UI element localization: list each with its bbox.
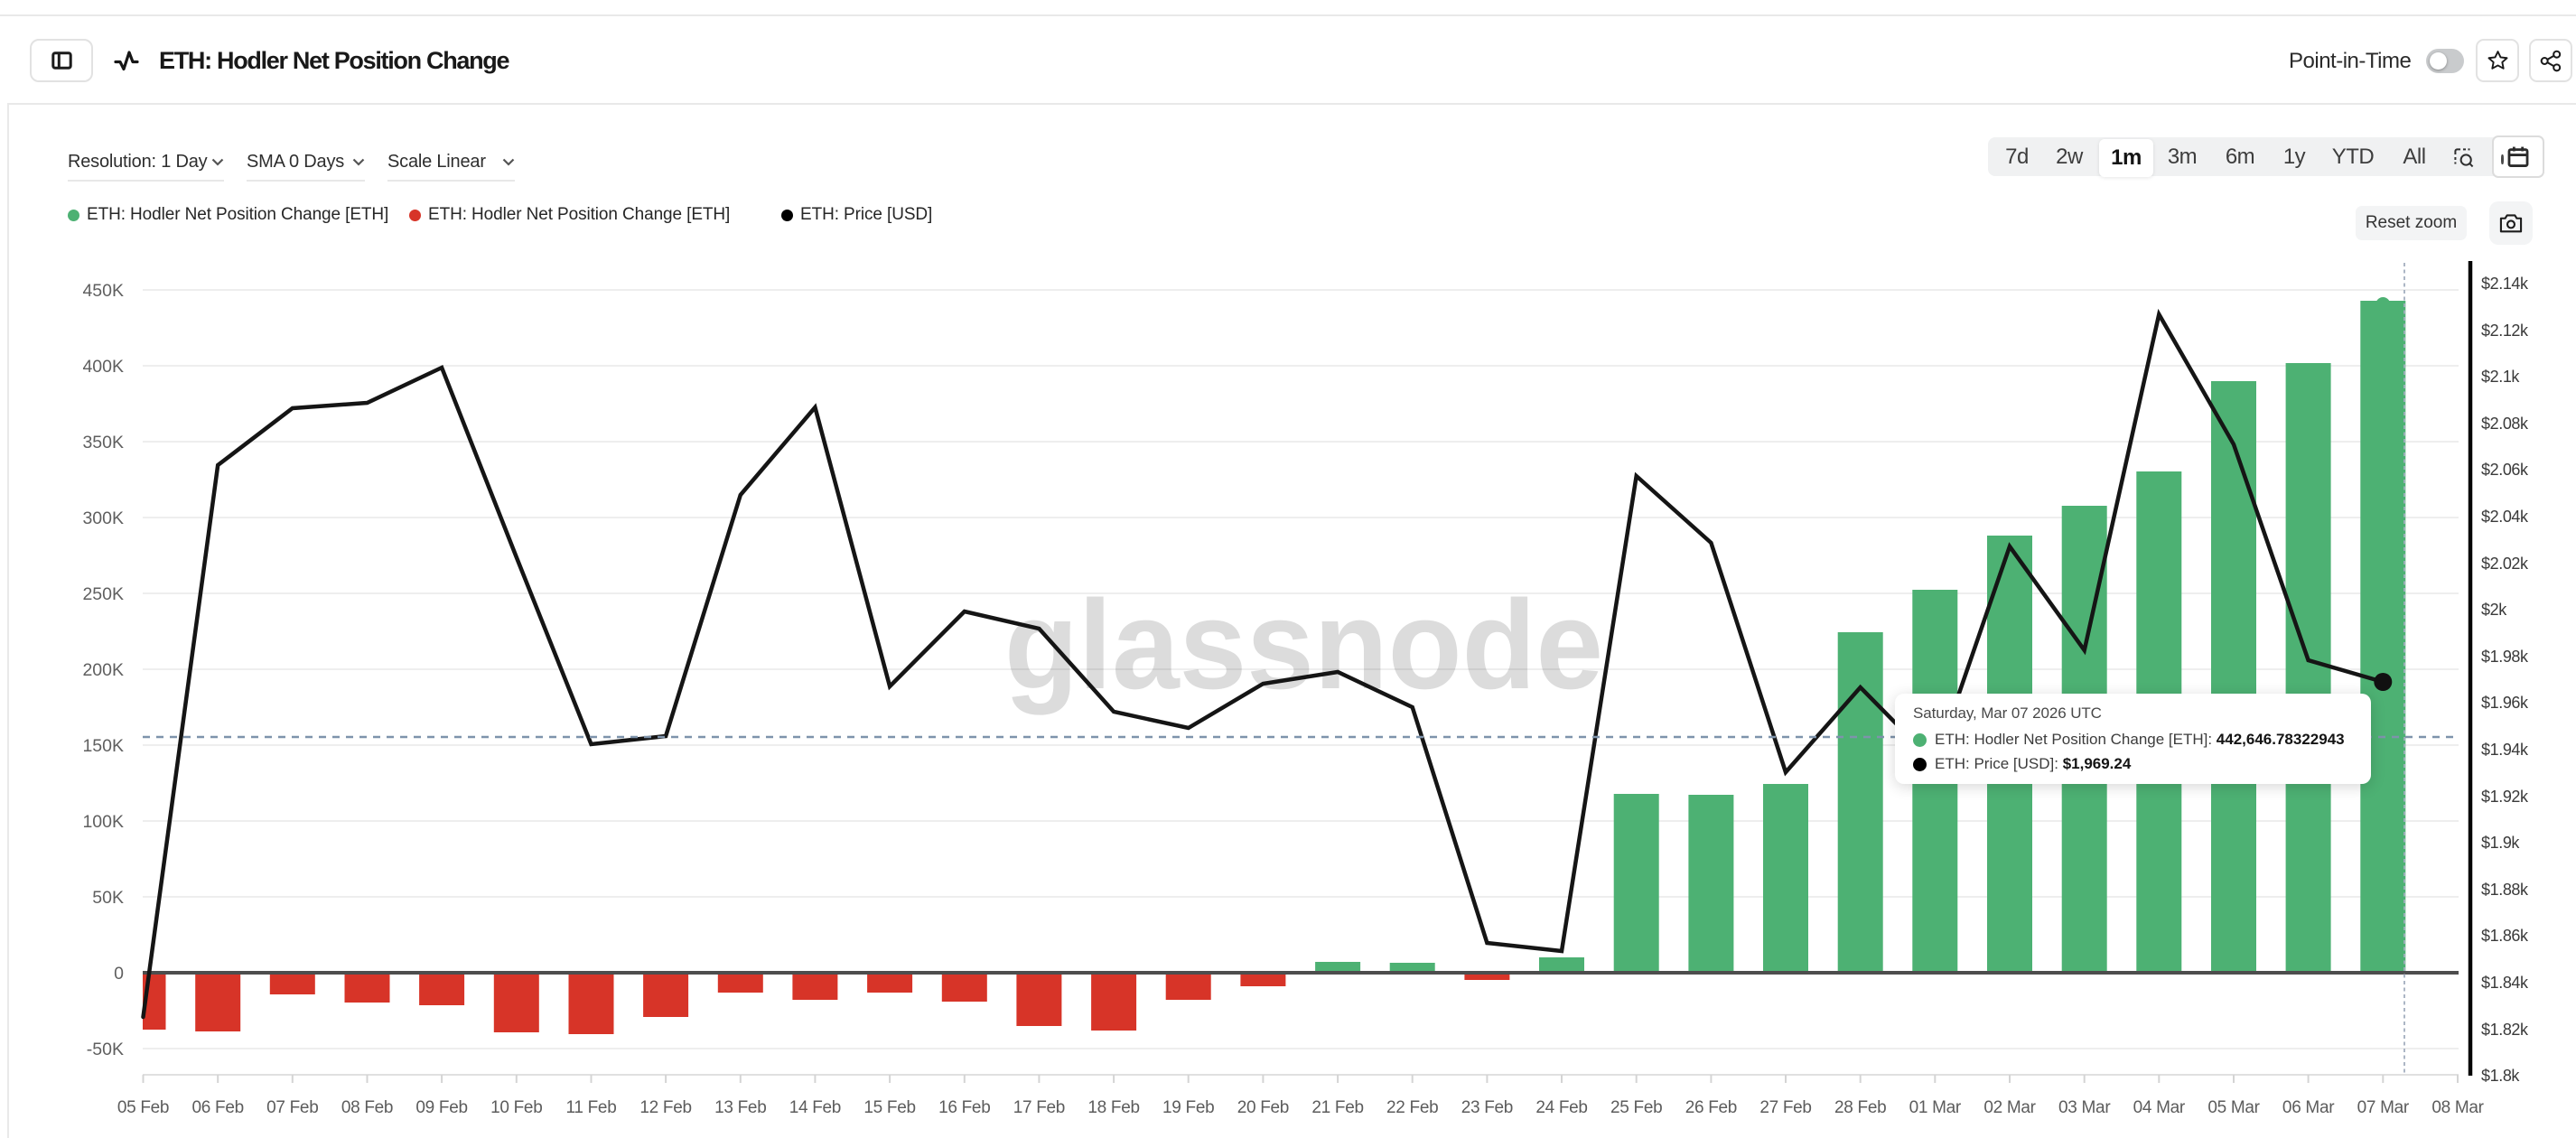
svg-text:11 Feb: 11 Feb	[566, 1098, 617, 1117]
svg-text:20 Feb: 20 Feb	[1237, 1098, 1289, 1117]
svg-text:25 Feb: 25 Feb	[1610, 1098, 1662, 1117]
svg-text:26 Feb: 26 Feb	[1685, 1098, 1737, 1117]
svg-text:09 Feb: 09 Feb	[415, 1098, 467, 1117]
svg-text:$1.8k: $1.8k	[2481, 1067, 2520, 1085]
svg-text:$1.84k: $1.84k	[2481, 974, 2529, 992]
svg-text:16 Feb: 16 Feb	[938, 1098, 990, 1117]
svg-text:06 Feb: 06 Feb	[192, 1098, 244, 1117]
svg-text:$1.92k: $1.92k	[2481, 788, 2529, 806]
svg-text:250K: 250K	[82, 584, 124, 604]
svg-text:$2.02k: $2.02k	[2481, 555, 2529, 573]
svg-text:07 Mar: 07 Mar	[2357, 1098, 2410, 1117]
svg-text:27 Feb: 27 Feb	[1759, 1098, 1811, 1117]
svg-text:$2.04k: $2.04k	[2481, 508, 2529, 526]
svg-text:08 Mar: 08 Mar	[2431, 1098, 2484, 1117]
svg-text:$1.96k: $1.96k	[2481, 694, 2529, 712]
svg-text:-50K: -50K	[87, 1040, 124, 1059]
svg-text:02 Mar: 02 Mar	[1983, 1098, 2036, 1117]
svg-text:13 Feb: 13 Feb	[714, 1098, 766, 1117]
svg-text:200K: 200K	[82, 660, 124, 680]
svg-text:05 Feb: 05 Feb	[117, 1098, 169, 1117]
svg-text:12 Feb: 12 Feb	[639, 1098, 691, 1117]
svg-text:$1.94k: $1.94k	[2481, 741, 2529, 759]
svg-text:150K: 150K	[82, 736, 124, 756]
svg-text:22 Feb: 22 Feb	[1386, 1098, 1438, 1117]
svg-text:0: 0	[114, 964, 124, 984]
svg-text:17 Feb: 17 Feb	[1013, 1098, 1065, 1117]
svg-text:300K: 300K	[82, 508, 124, 528]
svg-text:50K: 50K	[92, 888, 124, 908]
svg-text:glassnode: glassnode	[1004, 574, 1603, 715]
svg-text:23 Feb: 23 Feb	[1461, 1098, 1513, 1117]
svg-text:15 Feb: 15 Feb	[863, 1098, 915, 1117]
svg-text:350K: 350K	[82, 433, 124, 452]
svg-text:400K: 400K	[82, 357, 124, 377]
svg-text:28 Feb: 28 Feb	[1834, 1098, 1886, 1117]
svg-text:$2k: $2k	[2481, 601, 2507, 619]
svg-text:01 Mar: 01 Mar	[1909, 1098, 1962, 1117]
svg-text:$1.86k: $1.86k	[2481, 927, 2529, 945]
svg-text:04 Mar: 04 Mar	[2133, 1098, 2186, 1117]
svg-text:07 Feb: 07 Feb	[266, 1098, 318, 1117]
svg-text:$1.9k: $1.9k	[2481, 834, 2520, 852]
svg-text:100K: 100K	[82, 812, 124, 832]
svg-text:$1.98k: $1.98k	[2481, 648, 2529, 666]
svg-text:05 Mar: 05 Mar	[2207, 1098, 2260, 1117]
svg-text:$1.82k: $1.82k	[2481, 1021, 2529, 1039]
svg-text:21 Feb: 21 Feb	[1311, 1098, 1363, 1117]
svg-text:10 Feb: 10 Feb	[490, 1098, 542, 1117]
svg-text:08 Feb: 08 Feb	[341, 1098, 393, 1117]
svg-text:$1.88k: $1.88k	[2481, 881, 2529, 899]
svg-text:06 Mar: 06 Mar	[2282, 1098, 2335, 1117]
svg-text:18 Feb: 18 Feb	[1087, 1098, 1139, 1117]
svg-text:$2.08k: $2.08k	[2481, 415, 2529, 433]
svg-text:$2.06k: $2.06k	[2481, 461, 2529, 479]
svg-text:03 Mar: 03 Mar	[2058, 1098, 2111, 1117]
svg-text:$2.12k: $2.12k	[2481, 322, 2529, 340]
svg-text:$2.1k: $2.1k	[2481, 368, 2520, 386]
svg-text:24 Feb: 24 Feb	[1535, 1098, 1587, 1117]
svg-text:450K: 450K	[82, 281, 124, 301]
svg-text:$2.14k: $2.14k	[2481, 275, 2529, 293]
svg-text:14 Feb: 14 Feb	[789, 1098, 841, 1117]
svg-text:19 Feb: 19 Feb	[1162, 1098, 1214, 1117]
